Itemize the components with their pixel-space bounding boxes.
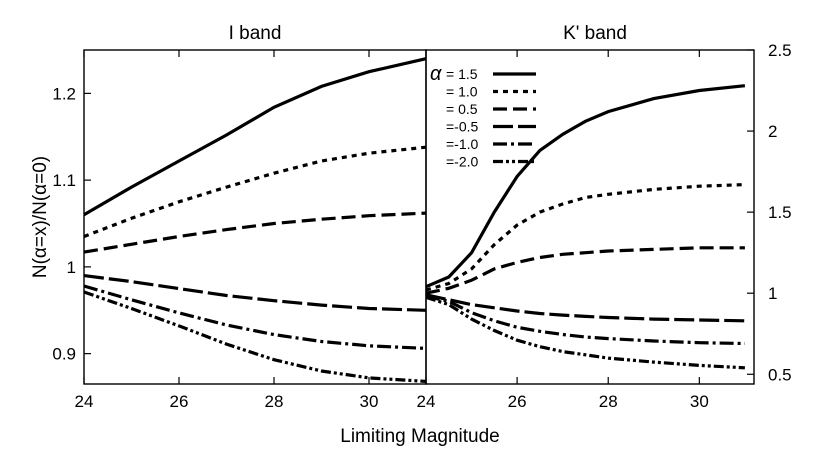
panel-k-band-title: K' band [563,23,627,44]
k-band-series-alpha-1.0 [425,183,745,292]
i-band-y-tick-label: 1 [67,258,76,277]
k-band-x-tick-label: 28 [599,392,618,411]
k-band-series-alpha-1.5 [425,84,746,289]
panel-k-band-ticks: 24 26 28 30 0.5 1 1.5 2 2.5 [417,41,792,411]
i-band-y-tick-label: 1.2 [52,84,76,103]
i-band-series-alpha--2.0 [83,290,427,383]
legend-label: = 1.5 [446,66,478,82]
k-band-series-alpha--1.0 [425,294,745,346]
i-band-series-alpha-1.5 [83,57,427,217]
k-band-series-alpha--0.5 [425,293,745,323]
i-band-x-tick-label: 24 [75,392,94,411]
i-band-y-tick-label: 1.1 [52,171,76,190]
k-band-y-tick-label: 1 [768,284,777,303]
legend-label: = 0.5 [446,101,478,117]
k-band-x-tick-label: 24 [417,392,436,411]
panel-i-band: 24 26 28 30 0.9 1 1.1 1.2 I band [52,23,427,411]
i-band-series-alpha--0.5 [83,274,427,312]
legend-alpha-symbol: α [430,63,442,85]
i-band-x-tick-label: 30 [360,392,379,411]
legend-label: = 1.0 [446,84,478,100]
x-axis-title: Limiting Magnitude [340,426,499,447]
panel-i-band-ticks: 24 26 28 30 0.9 1 1.1 1.2 [52,50,378,411]
i-band-series-alpha-0.5 [83,211,427,254]
k-band-y-tick-label: 2 [768,122,777,141]
legend-label: =-2.0 [446,154,479,170]
k-band-x-tick-label: 26 [508,392,527,411]
panel-k-band-frame [425,49,755,385]
i-band-series-alpha-1.0 [83,145,427,238]
k-band-y-tick-label: 1.5 [768,203,792,222]
i-band-y-tick-label: 0.9 [52,345,76,364]
i-band-x-tick-label: 28 [265,392,284,411]
k-band-y-tick-label: 2.5 [768,41,792,60]
y-axis-title: N(α=x)/N(α=0) [30,156,51,278]
legend-label: =-0.5 [446,119,479,135]
panel-k-band: 24 26 28 30 0.5 1 1.5 2 2.5 K' band [417,23,792,411]
panel-i-band-series [83,57,427,383]
k-band-y-tick-label: 0.5 [768,365,792,384]
panel-i-band-title: I band [229,23,282,44]
panel-k-band-series [425,84,746,370]
k-band-series-alpha-0.5 [425,246,745,295]
k-band-x-tick-label: 30 [690,392,709,411]
i-band-x-tick-label: 26 [170,392,189,411]
legend-entries: = 1.5 = 1.0= 0.5 =-0.5=-1.0 =-2.0 [446,66,536,170]
i-band-series-alpha--1.0 [83,284,427,350]
legend: α = 1.5 = 1.0= 0.5 =-0.5=-1.0 =-2.0 [430,63,536,170]
legend-label: =-1.0 [446,136,479,152]
k-band-series-alpha--2.0 [425,295,745,370]
